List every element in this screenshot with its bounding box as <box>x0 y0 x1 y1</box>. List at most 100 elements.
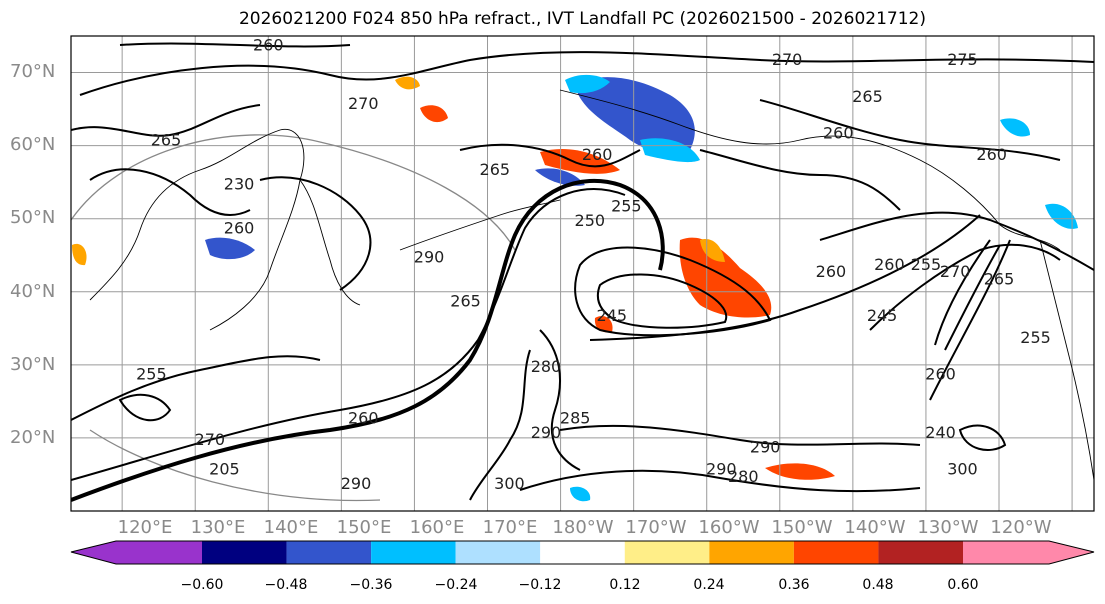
lat-label-40n: 40°N <box>10 281 56 302</box>
contour-east-3 <box>929 239 1011 401</box>
contour-label: 255 <box>136 364 167 383</box>
shade-cyan-east <box>1045 203 1078 229</box>
contour-label: 265 <box>480 160 511 179</box>
colorbar-segment <box>455 541 541 564</box>
shade-cyan-ne <box>1000 118 1030 137</box>
contour-central-2 <box>469 349 531 501</box>
contour-west-2 <box>89 168 251 216</box>
colorbar-segment <box>878 541 963 564</box>
colorbar-tick--0.48: −0.48 <box>264 577 308 593</box>
contour-west-3 <box>259 176 372 291</box>
shade-orange-north <box>395 76 420 90</box>
contour-label: 260 <box>925 364 956 383</box>
colorbar-tick-0.60: 0.60 <box>947 577 979 593</box>
shade-blue-bering <box>535 168 585 186</box>
coast-na-west <box>1039 239 1094 481</box>
colorbar-tick--0.36: −0.36 <box>349 577 393 593</box>
contour-label: 240 <box>925 423 956 442</box>
contour-se-cluster <box>958 424 1007 451</box>
arc-lower <box>89 429 381 502</box>
contour-label: 260 <box>874 255 905 274</box>
contour-label: 290 <box>414 248 445 267</box>
lat-label-20n: 20°N <box>10 427 56 448</box>
contour-label: 260 <box>816 262 847 281</box>
colorbar-segment <box>202 541 287 564</box>
coast-asia <box>89 128 305 331</box>
contour-label: 270 <box>772 50 803 69</box>
colorbar-segment <box>71 541 202 564</box>
contour-south-2 <box>519 469 921 493</box>
shade-orange-sc <box>594 315 613 333</box>
colorbar-tick-0.48: 0.48 <box>862 577 894 593</box>
contour-label: 245 <box>596 306 627 325</box>
lat-label-30n: 30°N <box>10 354 56 375</box>
contour-label: 255 <box>911 255 942 274</box>
contour-central <box>539 329 581 471</box>
colorbar <box>70 540 1095 565</box>
colorbar-segment <box>540 541 625 564</box>
contour-north-260 <box>119 42 351 48</box>
shade-blue-alaska <box>575 77 695 155</box>
contour-south-1 <box>559 424 921 446</box>
lat-label-60n: 60°N <box>10 134 56 155</box>
lon-label-140w: 140°W <box>844 517 906 538</box>
lon-label-150w: 150°W <box>771 517 833 538</box>
contour-label: 260 <box>976 145 1007 164</box>
contour-east-1 <box>819 211 1094 271</box>
contour-label: 290 <box>531 423 562 442</box>
coast-alaska <box>559 89 1061 251</box>
contour-east-2 <box>869 243 1061 331</box>
contour-label: 250 <box>575 211 606 230</box>
colorbar-segment <box>286 541 372 564</box>
colorbar-tick--0.12: −0.12 <box>518 577 562 593</box>
contour-label: 260 <box>253 36 284 55</box>
contour-label: 270 <box>940 262 971 281</box>
colorbar-outline <box>70 540 1095 565</box>
colorbar-tick-0.12: 0.12 <box>609 577 641 593</box>
coast-aleutian <box>399 199 561 251</box>
contour-label: 300 <box>947 459 978 478</box>
lon-label-170e: 170°E <box>482 517 538 538</box>
colorbar-segment <box>624 541 710 564</box>
lon-label-130w: 130°W <box>917 517 979 538</box>
colorbar-segment <box>371 541 456 564</box>
contour-label: 270 <box>348 94 379 113</box>
contour-loop-mid-2 <box>596 273 728 329</box>
contour-label: 270 <box>195 430 226 449</box>
contour-label: 290 <box>706 459 737 478</box>
map-frame <box>70 35 1095 512</box>
shade-cyan-alaska-2 <box>640 138 700 163</box>
lon-label-140e: 140°E <box>263 517 319 538</box>
lat-label-50n: 50°N <box>10 207 56 228</box>
contour-label: 260 <box>348 408 379 427</box>
colorbar-tick--0.60: −0.60 <box>180 577 224 593</box>
lon-label-130e: 130°E <box>190 517 246 538</box>
contour-label: 265 <box>151 131 182 150</box>
contour-label: 280 <box>531 357 562 376</box>
shaded-regions <box>72 74 1078 502</box>
lat-label-70n: 70°N <box>10 61 56 82</box>
shade-red-south <box>765 463 835 480</box>
contour-label: 280 <box>728 467 759 486</box>
contour-ne-3 <box>699 149 901 211</box>
colorbar-tick-0.36: 0.36 <box>778 577 810 593</box>
contour-label: 290 <box>750 438 781 457</box>
lon-label-170w: 170°W <box>625 517 687 538</box>
lon-label-150e: 150°E <box>336 517 392 538</box>
map-plot[interactable]: 260 270 265 260 265 260 270 265 275 260 260 255 250 2… <box>0 0 1105 535</box>
contour-label: 265 <box>450 291 481 310</box>
shade-cyan-sw <box>570 486 591 502</box>
contour-label: 230 <box>224 174 255 193</box>
coast-kamchatka <box>299 179 361 306</box>
contour-labels: 260 270 265 260 265 260 270 265 275 260 260 255 250 2… <box>136 36 1051 493</box>
contour-ne-2 <box>759 99 1061 161</box>
lon-label-120e: 120°E <box>117 517 173 538</box>
contour-label: 275 <box>947 50 978 69</box>
lon-label-160w: 160°W <box>698 517 760 538</box>
contour-label: 245 <box>867 306 898 325</box>
shade-blue-siberia <box>205 237 255 260</box>
contour-label: 265 <box>984 269 1015 288</box>
contour-bering <box>459 143 641 168</box>
colorbar-tick-0.24: 0.24 <box>693 577 725 593</box>
contour-label: 205 <box>209 459 240 478</box>
